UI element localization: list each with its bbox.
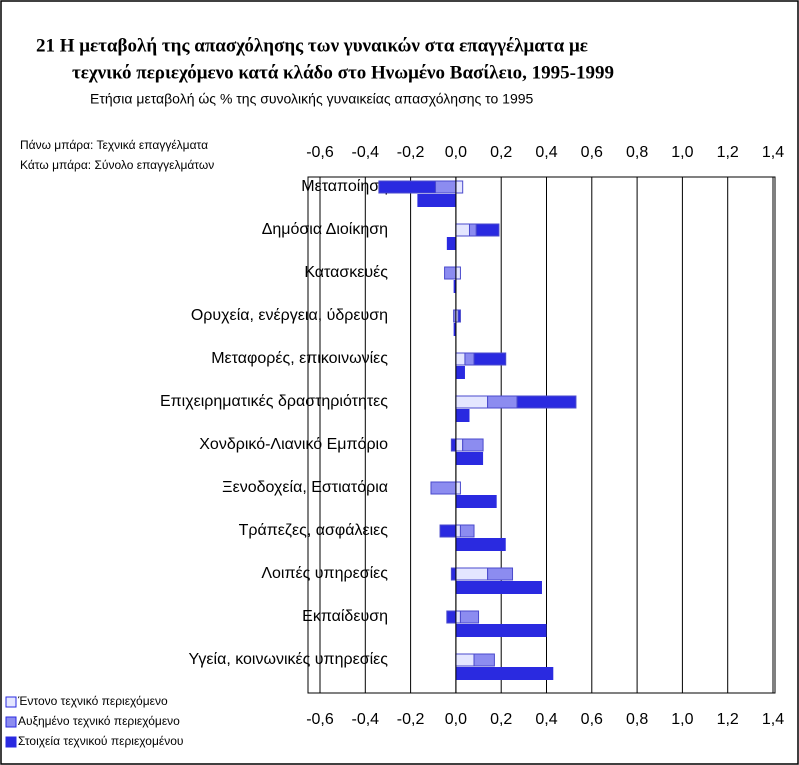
category-label: Υγεία, κοινωνικές υπηρεσίες	[188, 651, 388, 668]
bar-segment	[455, 524, 461, 538]
x-tick-label: -0,4	[352, 144, 380, 161]
bar-segment	[455, 223, 470, 237]
legend-swatch	[5, 736, 17, 748]
bar-segment	[455, 653, 475, 667]
bar-segment	[446, 610, 457, 624]
bar-segment	[455, 481, 461, 495]
category-label: Κατασκευές	[304, 264, 388, 281]
bar-segment	[378, 180, 437, 194]
plot-area	[307, 176, 776, 694]
bar-segment	[455, 352, 466, 366]
legend-label: Στοιχεία τεχνικού περιεχομένου	[18, 734, 183, 748]
bar-segment	[450, 438, 457, 452]
x-tick-label: -0,2	[397, 144, 425, 161]
chart-title: τεχνικό περιεχόμενο κατά κλάδο στο Ηνωμέ…	[72, 62, 614, 83]
bar-segment	[462, 438, 484, 452]
bar-segment	[455, 438, 464, 452]
bar-segment	[464, 352, 475, 366]
total-bar	[455, 624, 547, 637]
total-bar	[455, 581, 542, 594]
x-tick-label: 0,0	[445, 144, 467, 161]
bar-segment	[516, 395, 577, 409]
x-tick-label: 0,8	[626, 144, 648, 161]
bar-segment	[468, 223, 477, 237]
x-tick-label: -0,2	[397, 711, 425, 728]
x-tick-label: 1,2	[717, 711, 739, 728]
x-tick-label: -0,6	[306, 711, 334, 728]
x-tick-label: 0,0	[445, 711, 467, 728]
category-label: Λοιπές υπηρεσίες	[261, 565, 388, 582]
x-tick-label: 0,8	[626, 711, 648, 728]
category-label: Τράπεζες, ασφάλειες	[239, 522, 389, 539]
legend-swatch	[5, 696, 17, 708]
category-label: Ορυχεία, ενέργεια, ύδρευση	[191, 307, 388, 324]
total-bar	[453, 280, 456, 293]
bar-segment	[459, 610, 480, 624]
total-bar	[455, 538, 506, 551]
x-tick-label: -0,6	[306, 144, 334, 161]
bar-segment	[457, 309, 461, 323]
legend-label: Έντονο τεχνικό περιεχόμενο	[17, 694, 168, 708]
x-tick-label: 0,6	[581, 711, 603, 728]
bar-segment	[455, 266, 461, 280]
x-tick-label: 0,6	[581, 144, 603, 161]
x-tick-label: 0,2	[490, 711, 512, 728]
note: Πάνω μπάρα: Τεχνικά επαγγέλματα	[20, 138, 208, 152]
x-tick-label: 1,0	[671, 711, 693, 728]
bar-segment	[487, 395, 518, 409]
category-label: Μεταποίηση	[301, 178, 388, 195]
total-bar	[455, 495, 497, 508]
bar-segment	[444, 266, 457, 280]
bar-segment	[435, 180, 457, 194]
x-tick-label: 1,0	[671, 144, 693, 161]
total-bar	[455, 366, 465, 379]
x-tick-label: 1,4	[762, 144, 784, 161]
category-label: Επιχειρηματικές δραστηριότητες	[160, 393, 388, 410]
legend-swatch	[5, 716, 17, 728]
chart-subtitle: Ετήσια μεταβολή ώς % της συνολικής γυναι…	[90, 91, 534, 107]
bar-segment	[455, 567, 489, 581]
legend-label: Αυξημένο τεχνικό περιεχόμενο	[18, 714, 180, 728]
total-bar	[455, 667, 554, 680]
category-label: Εκπαίδευση	[302, 608, 388, 625]
x-tick-label: -0,4	[352, 711, 380, 728]
x-tick-label: 1,2	[717, 144, 739, 161]
x-tick-label: 1,4	[762, 711, 784, 728]
bar-segment	[430, 481, 457, 495]
category-label: Ξενοδοχεία, Εστιατόρια	[222, 479, 388, 496]
category-label: Μεταφορές, επικοινωνίες	[211, 350, 388, 367]
bar-segment	[487, 567, 514, 581]
total-bar	[453, 323, 456, 336]
note: Κάτω μπάρα: Σύνολο επαγγελμάτων	[20, 158, 214, 172]
chart-title: 21 Η μεταβολή της απασχόλησης των γυναικ…	[36, 35, 588, 56]
total-bar	[455, 452, 484, 465]
bar-segment	[455, 180, 464, 194]
x-tick-label: 0,4	[535, 711, 557, 728]
bar-segment	[473, 352, 507, 366]
category-label: Δημόσια Διοίκηση	[262, 221, 388, 238]
total-bar	[455, 409, 470, 422]
bar-segment	[455, 610, 461, 624]
total-bar	[446, 237, 456, 250]
bar-segment	[459, 524, 475, 538]
bar-segment	[455, 395, 489, 409]
bar-segment	[475, 223, 500, 237]
bar-segment	[473, 653, 495, 667]
x-tick-label: 0,4	[535, 144, 557, 161]
x-tick-label: 0,2	[490, 144, 512, 161]
bar-segment	[439, 524, 457, 538]
bar-segment	[450, 567, 457, 581]
total-bar	[417, 194, 456, 207]
category-label: Χονδρικό-Λιανικό Εμπόριο	[199, 436, 388, 453]
